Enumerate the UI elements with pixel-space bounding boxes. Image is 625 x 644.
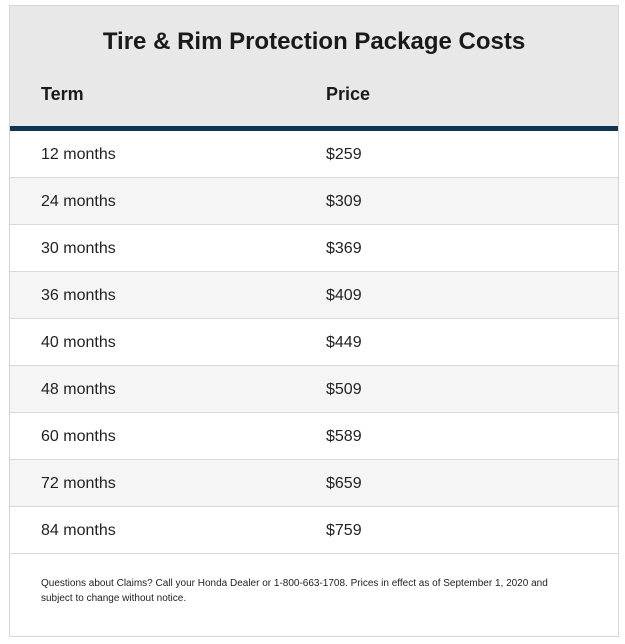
table-row: 84 months $759: [10, 507, 618, 554]
table-row: 36 months $409: [10, 272, 618, 319]
price-cell: $309: [326, 193, 362, 210]
price-cell: $409: [326, 287, 362, 304]
column-header-term: Term: [41, 84, 84, 104]
term-cell: 36 months: [41, 287, 116, 304]
term-cell: 30 months: [41, 240, 116, 257]
table-header: Tire & Rim Protection Package Costs Term…: [10, 6, 618, 126]
table-row: 60 months $589: [10, 413, 618, 460]
price-cell: $589: [326, 428, 362, 445]
term-cell: 12 months: [41, 146, 116, 163]
footnote: Questions about Claims? Call your Honda …: [41, 578, 548, 604]
term-cell: 40 months: [41, 334, 116, 351]
table-row: 12 months $259: [10, 131, 618, 178]
table-title: Tire & Rim Protection Package Costs: [102, 28, 526, 55]
price-cell: $759: [326, 522, 362, 539]
pricing-table-card: Tire & Rim Protection Package Costs Term…: [9, 5, 619, 637]
table-row: 72 months $659: [10, 460, 618, 507]
term-cell: 24 months: [41, 193, 116, 210]
table-row: 24 months $309: [10, 178, 618, 225]
term-cell: 84 months: [41, 522, 116, 539]
price-cell: $449: [326, 334, 362, 351]
term-cell: 72 months: [41, 475, 116, 492]
price-cell: $369: [326, 240, 362, 257]
column-header-price: Price: [326, 84, 371, 104]
price-cell: $509: [326, 381, 362, 398]
term-cell: 48 months: [41, 381, 116, 398]
table-row: 48 months $509: [10, 366, 618, 413]
table-row: 30 months $369: [10, 225, 618, 272]
table-body: 12 months $259 24 months $309 30 months …: [10, 131, 618, 554]
term-cell: 60 months: [41, 428, 116, 445]
table-row: 40 months $449: [10, 319, 618, 366]
header-divider: [10, 126, 618, 131]
price-cell: $259: [326, 146, 362, 163]
column-headers: Term Price: [10, 84, 618, 106]
price-cell: $659: [326, 475, 362, 492]
